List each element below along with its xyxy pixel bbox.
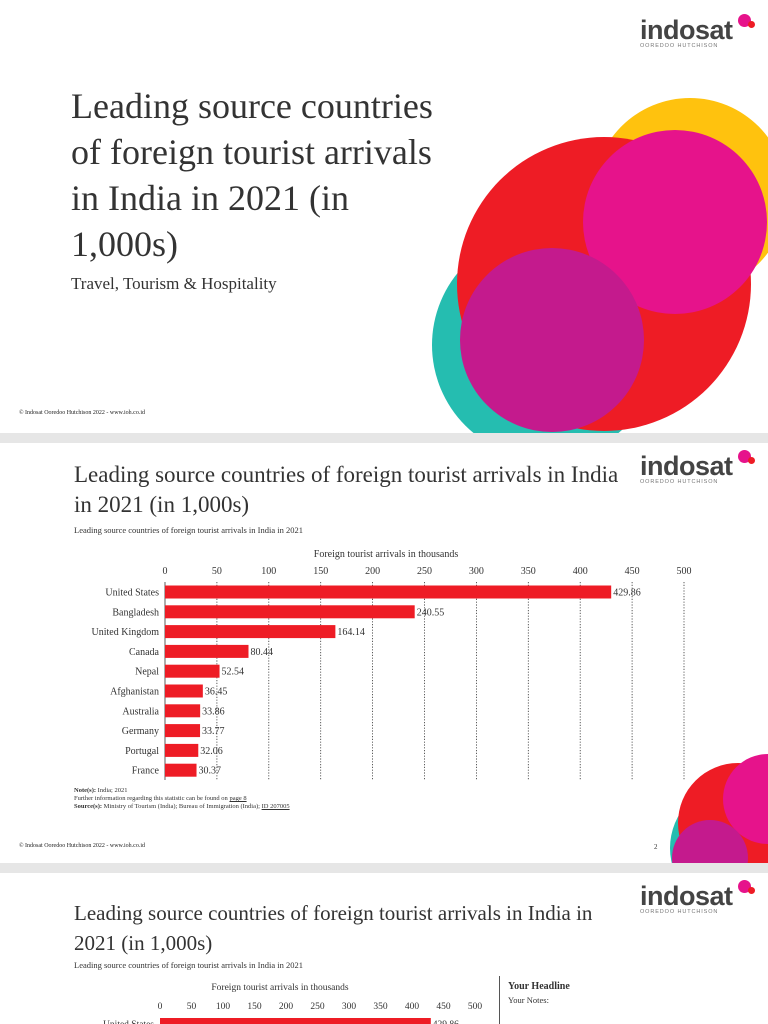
tick-label: 450 <box>436 1002 451 1012</box>
tick-label: 200 <box>279 1002 294 1012</box>
chart-slide: indosat OOREDOO HUTCHISON Leading source… <box>0 443 768 863</box>
bar <box>165 704 201 718</box>
value-label: 164.14 <box>337 627 365 638</box>
statistic-id-link[interactable]: ID 207005 <box>261 803 290 810</box>
notes-headline: Your Headline <box>508 981 570 992</box>
slide-title: Leading source countries of foreign tour… <box>74 462 619 517</box>
tick-label: 150 <box>247 1002 262 1012</box>
category-label: United Kingdom <box>92 627 160 638</box>
indosat-logo: indosat OOREDOO HUTCHISON <box>640 14 755 49</box>
tick-label: 100 <box>216 1002 231 1012</box>
tick-label: 500 <box>677 566 692 577</box>
category-label: Germany <box>122 726 159 737</box>
category-label: Bangladesh <box>112 607 159 618</box>
chart-caption: Leading source countries of foreign tour… <box>74 525 303 535</box>
decorative-circles <box>432 98 768 433</box>
tick-label: 150 <box>313 566 328 577</box>
tick-label: 300 <box>342 1002 357 1012</box>
value-label: 52.54 <box>222 667 245 678</box>
bar-chart: Foreign tourist arrivals in thousands 0 5… <box>92 549 692 780</box>
notes-divider <box>499 976 500 1024</box>
bar <box>165 763 197 777</box>
chart-slide-notes: indosat OOREDOO HUTCHISON Leading source… <box>0 873 768 1024</box>
logo-dot-icon <box>738 14 751 27</box>
tick-label: 250 <box>310 1002 325 1012</box>
bar-chart-partial: Foreign tourist arrivals in thousands 0 5… <box>103 983 483 1024</box>
logo-dot-icon <box>738 450 751 463</box>
value-label: 33.77 <box>202 726 225 737</box>
axis-title: Foreign tourist arrivals in thousands <box>314 549 459 560</box>
logo-dot-small-icon <box>748 457 755 464</box>
logo-dot-small-icon <box>748 21 755 28</box>
footer-copyright: © Indosat Ooredoo Hutchison 2022 - www.i… <box>19 843 145 849</box>
slide-separator <box>0 863 768 873</box>
value-label: 32.06 <box>200 746 223 757</box>
tick-label: 400 <box>573 566 588 577</box>
tick-label: 400 <box>405 1002 420 1012</box>
category-label: Canada <box>129 647 160 658</box>
page-link[interactable]: page 8 <box>229 795 247 802</box>
bar <box>165 644 249 658</box>
value-label: 240.55 <box>417 607 445 618</box>
value-label: 33.86 <box>202 706 225 717</box>
slide-title: Leading source countries of foreign tour… <box>71 86 433 264</box>
bar <box>165 724 201 738</box>
bar <box>165 585 612 599</box>
category-label: Nepal <box>135 667 159 678</box>
slide-separator <box>0 433 768 443</box>
chart-caption: Leading source countries of foreign tour… <box>74 960 303 970</box>
chart-notes: Note(s): India; 2021 Further information… <box>74 787 290 810</box>
value-label: 36.45 <box>205 687 228 698</box>
tick-label: 350 <box>521 566 536 577</box>
value-label: 429.86 <box>433 1020 459 1024</box>
axis-title: Foreign tourist arrivals in thousands <box>211 983 349 993</box>
category-label: Australia <box>122 706 159 717</box>
tick-label: 50 <box>212 566 222 577</box>
tick-label: 300 <box>469 566 484 577</box>
tick-label: 100 <box>261 566 276 577</box>
category-label: France <box>132 766 160 777</box>
category-label: United States <box>105 588 159 599</box>
title-slide: indosat OOREDOO HUTCHISON Leading source… <box>0 0 768 433</box>
magenta-circle <box>583 130 767 314</box>
category-label: United States <box>103 1020 154 1024</box>
logo-dot-small-icon <box>748 887 755 894</box>
bar <box>165 684 203 698</box>
logo-dot-icon <box>738 880 751 893</box>
value-label: 429.86 <box>613 588 641 599</box>
indosat-logo: indosat OOREDOO HUTCHISON <box>640 450 755 485</box>
category-label: Portugal <box>125 746 159 757</box>
bar <box>165 743 199 757</box>
bar <box>165 605 415 619</box>
footer-copyright: © Indosat Ooredoo Hutchison 2022 - www.i… <box>19 410 145 416</box>
tick-label: 450 <box>625 566 640 577</box>
indosat-logo: indosat OOREDOO HUTCHISON <box>640 880 755 915</box>
bar <box>160 1018 431 1024</box>
purple-circle <box>460 248 644 432</box>
slide-title: Leading source countries of foreign tour… <box>74 901 593 955</box>
category-label: Afghanistan <box>110 687 159 698</box>
page-number: 2 <box>654 843 658 851</box>
value-label: 30.37 <box>199 766 222 777</box>
bar <box>165 625 336 639</box>
tick-label: 0 <box>158 1002 163 1012</box>
bar <box>165 664 220 678</box>
tick-label: 50 <box>187 1002 197 1012</box>
tick-label: 350 <box>373 1002 388 1012</box>
slide-subtitle: Travel, Tourism & Hospitality <box>71 274 277 293</box>
tick-label: 500 <box>468 1002 483 1012</box>
tick-label: 200 <box>365 566 380 577</box>
notes-body: Your Notes: <box>508 995 549 1005</box>
tick-label: 250 <box>417 566 432 577</box>
value-label: 80.44 <box>250 647 272 658</box>
tick-label: 0 <box>163 566 168 577</box>
